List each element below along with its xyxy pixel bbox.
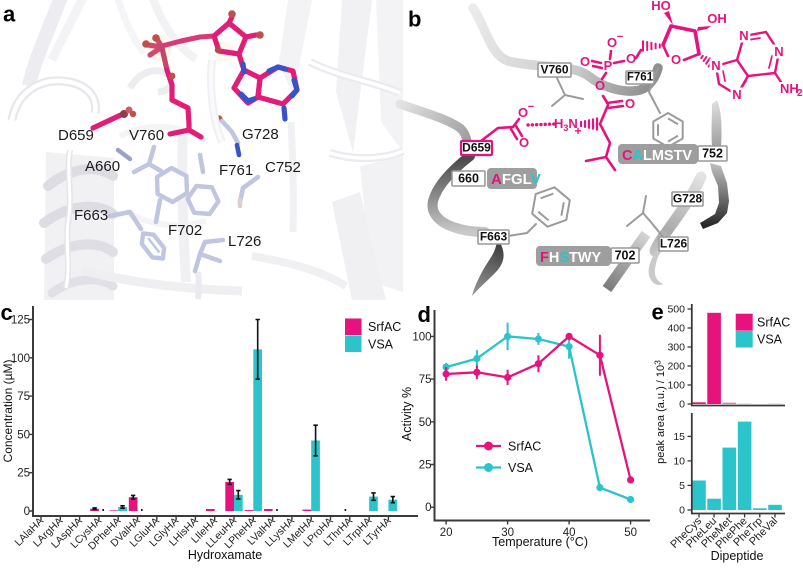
svg-text:b: b [408,7,421,32]
svg-text:L726: L726 [660,237,688,251]
svg-text:40: 40 [563,527,576,539]
svg-text:O: O [626,51,636,66]
svg-text:G728: G728 [242,126,279,143]
svg-text:660: 660 [458,172,479,186]
svg-text:a: a [3,2,16,27]
svg-text:F663: F663 [480,230,508,244]
svg-text:VSA: VSA [508,461,534,475]
svg-text:30: 30 [501,527,514,539]
svg-text:Hydroxamate: Hydroxamate [188,548,262,562]
svg-text:10: 10 [673,455,685,467]
svg-text:F663: F663 [74,207,108,224]
svg-text:O: O [625,96,635,111]
svg-text:d: d [418,302,431,327]
svg-text:F761: F761 [219,162,253,179]
svg-text:e: e [652,300,664,325]
svg-text:FHSTWY: FHSTWY [540,250,602,266]
svg-text:200: 200 [667,361,685,373]
svg-text:75: 75 [419,374,432,386]
svg-text:L726: L726 [228,233,261,250]
svg-text:NH: NH [780,81,799,96]
svg-text:O: O [518,105,528,120]
svg-text:D659: D659 [58,127,94,144]
svg-text:0: 0 [425,502,431,514]
svg-text:H3N: H3N [554,116,578,133]
svg-text:V760: V760 [540,63,568,77]
svg-text:Temperature (°C): Temperature (°C) [492,535,588,549]
svg-text:Dipeptide: Dipeptide [711,549,764,563]
svg-text:N: N [739,28,748,43]
svg-text:AFGLV: AFGLV [491,171,541,188]
svg-text:400: 400 [667,323,685,335]
svg-text:15: 15 [673,431,685,443]
svg-text:50: 50 [624,527,637,539]
svg-text:P: P [604,58,613,73]
svg-text:N: N [774,44,783,59]
svg-text:50: 50 [419,417,432,429]
svg-text:N: N [711,58,720,73]
svg-text:C752: C752 [265,159,301,176]
svg-text:N: N [732,87,741,102]
svg-text:100: 100 [412,331,431,343]
svg-text:O: O [607,35,617,50]
svg-text:O: O [671,52,681,67]
svg-text:100: 100 [667,380,685,392]
svg-text:D659: D659 [462,141,491,155]
svg-text:V760: V760 [129,127,164,144]
svg-text:+: + [574,124,581,138]
svg-text:20: 20 [440,527,453,539]
svg-text:VSA: VSA [757,333,783,347]
svg-text:−: − [528,101,534,113]
svg-text:SrfAC: SrfAC [368,320,401,334]
svg-text:F702: F702 [168,222,202,239]
svg-text:2: 2 [797,88,803,99]
svg-text:OH: OH [707,11,727,26]
svg-text:50: 50 [17,429,30,441]
svg-text:CALMSTV: CALMSTV [622,148,692,164]
svg-text:O: O [519,135,529,150]
svg-text:100: 100 [11,353,30,365]
svg-text:300: 300 [667,342,685,354]
svg-text:VSA: VSA [368,338,394,352]
svg-text:O: O [580,54,590,69]
svg-text:c: c [1,300,13,325]
svg-text:5: 5 [679,480,685,492]
svg-text:0: 0 [24,506,30,518]
svg-text:25: 25 [17,468,30,480]
svg-text:HO: HO [651,0,671,13]
svg-text:702: 702 [615,249,636,263]
svg-text:Concentration (µM): Concentration (µM) [1,360,15,463]
svg-text:Activity %: Activity % [400,387,414,441]
svg-text:0: 0 [679,505,685,517]
svg-text:752: 752 [702,147,723,161]
svg-text:O: O [595,78,605,93]
svg-text:SrfAC: SrfAC [757,316,790,330]
svg-text:75: 75 [17,391,30,403]
svg-text:A660: A660 [85,158,120,175]
svg-text:125: 125 [11,315,30,327]
svg-text:25: 25 [419,460,432,472]
svg-text:0: 0 [679,399,685,411]
svg-text:G728: G728 [673,192,703,206]
svg-text:peak area (a.u.) / 103: peak area (a.u.) / 103 [653,360,668,464]
svg-text:SrfAC: SrfAC [508,440,541,454]
svg-text:−: − [617,31,623,43]
svg-text:F761: F761 [627,72,654,84]
svg-text:500: 500 [667,304,685,316]
